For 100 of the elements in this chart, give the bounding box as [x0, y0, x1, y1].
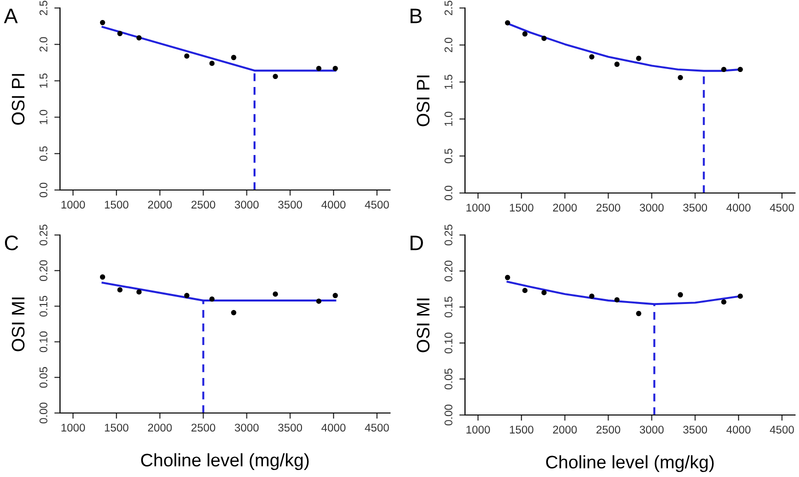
point	[316, 66, 322, 72]
x-tick-label: 4500	[770, 204, 794, 212]
point	[636, 56, 642, 61]
y-tick-label: 0.20	[444, 260, 452, 282]
y-tick-label: 2.5	[444, 0, 452, 16]
point	[636, 310, 642, 316]
y-tick-label: 0.0	[444, 186, 452, 200]
point	[231, 54, 236, 60]
point	[272, 74, 278, 80]
x-tick-label: 2500	[191, 424, 216, 432]
x-tick-label: 4000	[726, 426, 750, 434]
point	[504, 20, 510, 26]
point	[678, 74, 683, 80]
x-tick-label: 3500	[278, 200, 302, 209]
x-tick-label: 1000	[466, 426, 490, 434]
x-tick-label: 2000	[553, 204, 577, 212]
y-tick-label: 0.10	[444, 332, 452, 354]
x-tick-label: 3500	[278, 424, 302, 432]
chart-title: B	[410, 8, 422, 24]
point	[272, 291, 278, 297]
x-tick-label: 1000	[62, 424, 85, 432]
y-tick-label: 1.5	[444, 74, 452, 89]
x-tick-label: 4500	[364, 200, 389, 209]
point	[541, 290, 547, 296]
y-tick-label: 0.25	[444, 224, 452, 246]
point	[721, 299, 726, 305]
y-tick-label: 2.0	[40, 37, 48, 52]
x-tick-label: 1000	[62, 200, 85, 209]
x-tick-label: 2500	[191, 200, 216, 209]
point	[136, 35, 142, 40]
point	[738, 294, 743, 299]
x-tick-label: 4000	[726, 204, 750, 212]
y-axis-title: OSI PI	[12, 74, 25, 125]
x-tick-label: 3000	[234, 424, 259, 432]
point	[184, 292, 190, 298]
point	[184, 53, 190, 59]
x-tick-label: 4000	[321, 200, 346, 209]
point	[504, 274, 510, 280]
point	[209, 296, 215, 302]
point	[117, 287, 123, 292]
x-tick-label: 2500	[596, 204, 620, 212]
point	[678, 292, 683, 298]
point	[589, 54, 594, 60]
x-tick-label: 1500	[104, 424, 128, 432]
y-tick-label: 1.0	[444, 112, 452, 126]
y-axis-title: OSI PI	[416, 76, 430, 126]
point	[614, 62, 620, 67]
x-tick-label: 3500	[683, 426, 708, 434]
y-tick-label: 2.0	[444, 38, 452, 52]
y-tick-label: 0.0	[40, 182, 48, 198]
y-tick-label: 0.05	[444, 368, 452, 390]
point	[541, 36, 547, 41]
chart-title: D	[410, 236, 423, 250]
y-tick-label: 0.5	[40, 146, 48, 161]
x-tick-label: 4500	[770, 426, 794, 434]
point	[209, 60, 215, 66]
y-tick-label: 0.15	[444, 296, 452, 318]
x-tick-label: 4000	[321, 424, 346, 432]
chart-title: A	[4, 8, 18, 24]
point	[332, 292, 338, 298]
x-tick-label: 3000	[640, 204, 664, 212]
point	[117, 30, 123, 36]
x-tick-label: 2000	[148, 200, 172, 209]
y-tick-label: 0.25	[40, 224, 48, 246]
point	[332, 66, 338, 72]
point	[316, 298, 322, 304]
point	[100, 20, 106, 26]
y-tick-label: 0.05	[40, 367, 48, 388]
point	[522, 31, 528, 36]
x-axis-title: Choline level (mg/kg)	[546, 455, 714, 472]
x-tick-label: 4500	[364, 424, 389, 432]
y-tick-label: 0.5	[444, 148, 452, 164]
y-tick-label: 0.20	[40, 260, 48, 281]
y-axis-title: OSI MI	[416, 298, 430, 352]
y-tick-label: 0.15	[40, 296, 48, 317]
x-tick-label: 2000	[148, 424, 172, 432]
y-tick-label: 0.10	[40, 331, 48, 352]
x-tick-label: 2000	[553, 426, 577, 434]
point	[522, 288, 528, 294]
y-axis-title: OSI MI	[12, 298, 25, 352]
y-tick-label: 0.00	[40, 402, 48, 424]
x-tick-label: 1000	[466, 204, 490, 212]
point	[100, 274, 106, 280]
y-tick-label: 1.0	[40, 110, 48, 124]
point	[589, 294, 594, 299]
y-tick-label: 2.5	[40, 0, 48, 16]
point	[231, 310, 236, 316]
y-tick-label: 1.5	[40, 74, 48, 88]
x-tick-label: 3000	[640, 426, 664, 434]
y-tick-label: 0.00	[444, 404, 452, 426]
x-axis-title: Choline level (mg/kg)	[141, 453, 309, 470]
x-tick-label: 1500	[104, 200, 128, 209]
point	[721, 66, 726, 72]
x-tick-label: 1500	[510, 204, 534, 212]
point	[738, 66, 743, 72]
x-tick-label: 3500	[683, 204, 708, 212]
x-tick-label: 3000	[234, 200, 259, 209]
x-tick-label: 2500	[596, 426, 620, 434]
chart-title: C	[4, 236, 18, 250]
point	[136, 289, 142, 295]
